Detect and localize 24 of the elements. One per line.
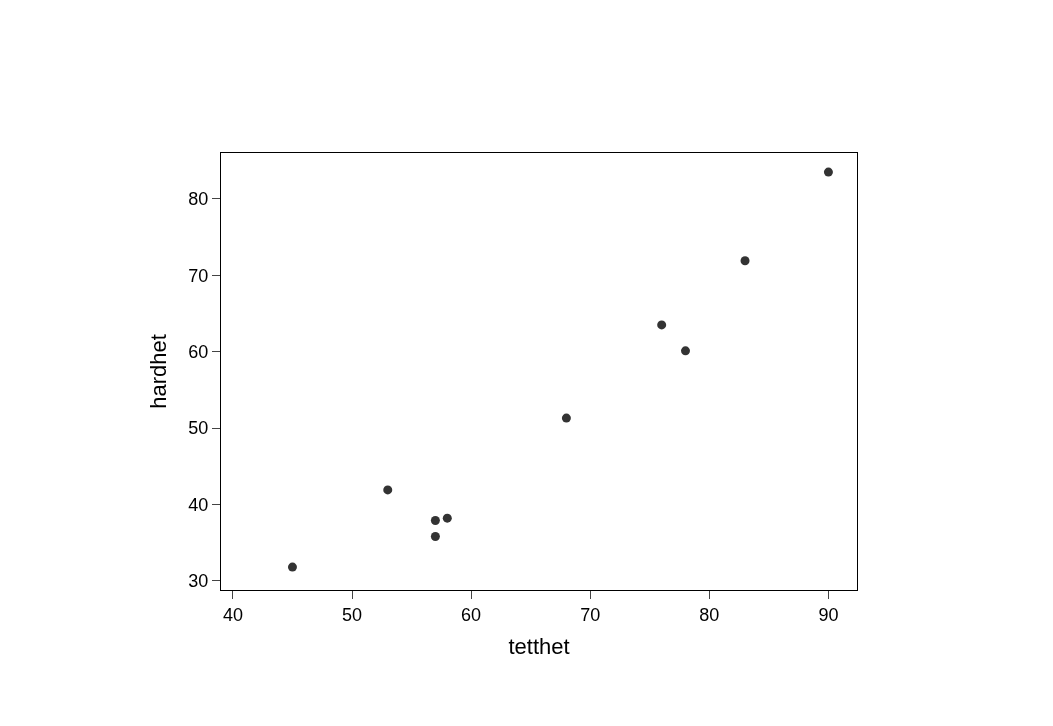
y-tick-label: 70 — [188, 265, 209, 286]
x-tick-label: 40 — [222, 604, 243, 625]
x-tick-label: 50 — [341, 604, 363, 625]
x-tick-label: 70 — [580, 604, 601, 625]
point — [740, 256, 750, 266]
y-tick-label: 80 — [188, 189, 209, 210]
y-tick-label: 40 — [188, 494, 209, 515]
y-tick-label: 30 — [188, 571, 209, 592]
point — [383, 485, 393, 495]
y-tick-label: 50 — [188, 418, 209, 439]
x-tick-label: 80 — [699, 604, 720, 625]
point — [823, 167, 833, 177]
y-axis-title: hardhet — [146, 334, 172, 409]
x-tick-label: 60 — [461, 604, 482, 625]
x-axis-title: tetthet — [508, 634, 570, 660]
y-tick-label: 60 — [188, 341, 209, 362]
x-tick-label: 90 — [818, 604, 839, 625]
point — [680, 346, 690, 356]
point — [442, 513, 452, 523]
point — [561, 413, 571, 423]
point — [430, 515, 440, 525]
point — [657, 320, 667, 330]
point — [430, 532, 440, 542]
point — [287, 562, 297, 572]
